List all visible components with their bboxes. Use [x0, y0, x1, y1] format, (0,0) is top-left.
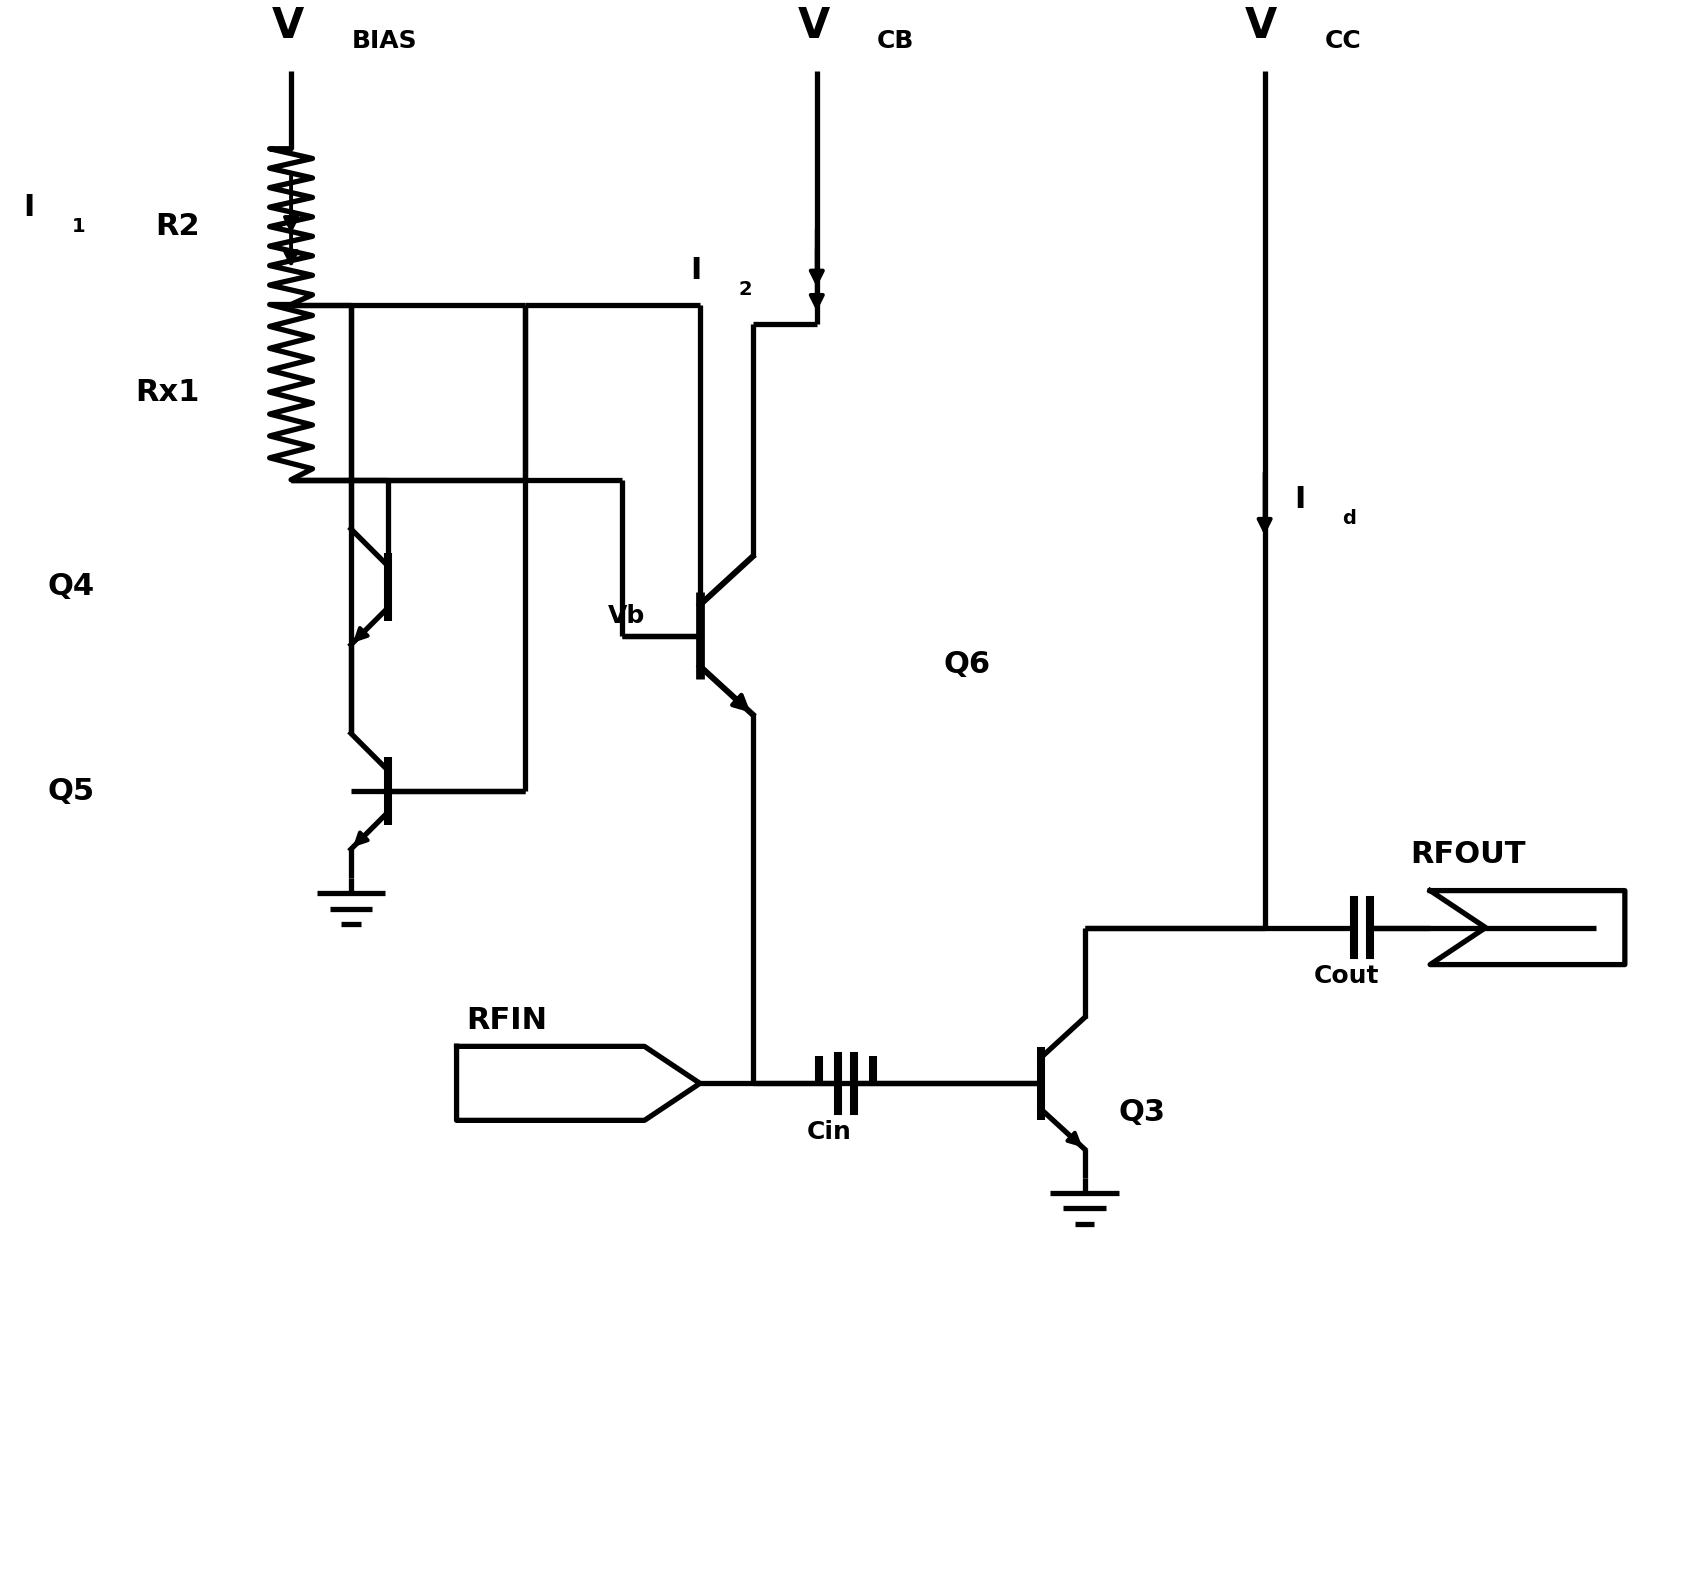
Text: RFOUT: RFOUT	[1411, 840, 1526, 869]
Text: Q4: Q4	[47, 573, 95, 601]
Text: CB: CB	[876, 29, 915, 54]
Text: Q3: Q3	[1118, 1098, 1166, 1126]
Text: Q6: Q6	[944, 651, 990, 679]
Text: BIAS: BIAS	[352, 29, 416, 54]
Text: I: I	[1294, 485, 1305, 514]
Text: d: d	[1342, 509, 1357, 528]
Text: Vb: Vb	[607, 605, 645, 628]
Text: V: V	[797, 5, 829, 46]
Text: 2: 2	[739, 280, 753, 299]
Text: CC: CC	[1325, 29, 1362, 54]
Text: Rx1: Rx1	[135, 377, 200, 407]
Text: Cin: Cin	[807, 1120, 853, 1144]
Text: RFIN: RFIN	[467, 1006, 547, 1034]
Text: 1: 1	[73, 216, 86, 235]
Text: R2: R2	[154, 212, 200, 242]
Text: Q5: Q5	[47, 776, 95, 805]
Text: I: I	[24, 193, 36, 221]
Text: V: V	[272, 5, 305, 46]
Text: Cout: Cout	[1313, 964, 1379, 988]
Text: I: I	[690, 256, 702, 285]
Text: V: V	[1245, 5, 1277, 46]
